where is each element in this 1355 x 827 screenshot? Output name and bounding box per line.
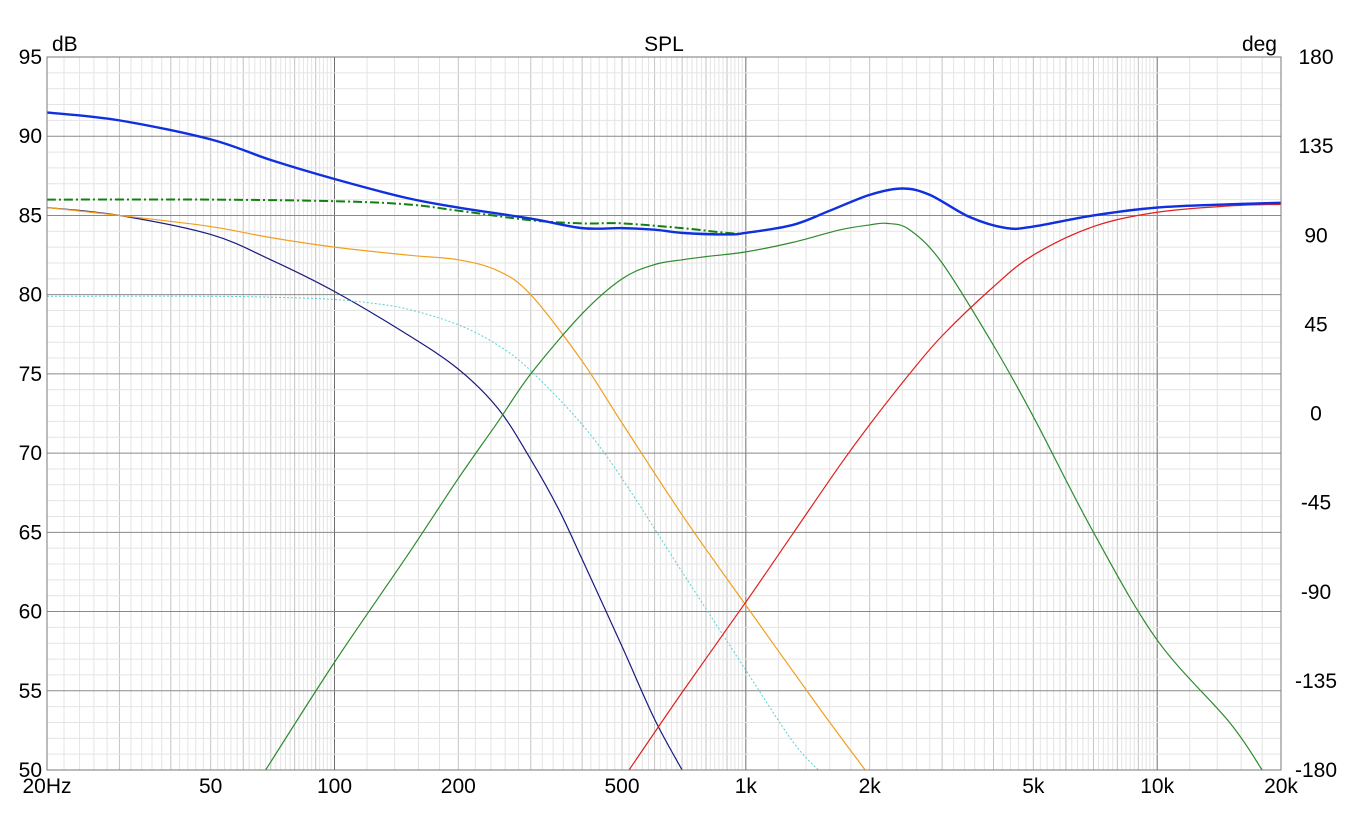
right-tick-label: -180 <box>1295 759 1337 782</box>
bottom-tick-label: 100 <box>317 775 352 798</box>
left-tick-label: 80 <box>19 284 42 307</box>
left-tick-label: 65 <box>19 521 42 544</box>
left-tick-label: 75 <box>19 363 42 386</box>
bottom-tick-label: 2k <box>859 775 882 798</box>
left-tick-label: 50 <box>19 759 42 782</box>
plot-frame <box>46 56 1282 771</box>
right-axis-ticks: -180 -135 -90 -45 0 45 90 135 180 <box>1295 46 1337 782</box>
left-tick-label: 95 <box>19 46 42 69</box>
series-line-1 <box>46 206 683 771</box>
right-tick-label: 0 <box>1310 403 1322 426</box>
left-tick-label: 55 <box>19 680 42 703</box>
right-tick-label: 45 <box>1304 313 1327 336</box>
right-tick-label: 180 <box>1298 46 1333 69</box>
left-axis-ticks: 50 55 60 65 70 75 80 85 90 95 <box>19 46 42 782</box>
bottom-axis-ticks: 20Hz 50 100 200 500 1k 2k 5k 10k 20k <box>22 775 1298 798</box>
series-layer <box>46 111 1282 771</box>
bottom-tick-label: 20k <box>1264 775 1298 798</box>
left-tick-label: 90 <box>19 125 42 148</box>
plot-background <box>47 57 1281 770</box>
bottom-tick-label: 10k <box>1140 775 1174 798</box>
right-tick-label: 90 <box>1304 224 1327 247</box>
right-axis-unit: deg <box>1242 33 1277 56</box>
series-line-4 <box>265 222 1263 771</box>
grid <box>47 57 1281 770</box>
right-tick-label: -135 <box>1295 670 1337 693</box>
series-line-2 <box>46 295 819 771</box>
bottom-tick-label: 1k <box>735 775 758 798</box>
left-tick-label: 60 <box>19 601 42 624</box>
series-line-3 <box>46 206 866 771</box>
series-line-7 <box>46 111 1282 236</box>
chart-title: SPL <box>644 33 684 56</box>
bottom-tick-label: 20Hz <box>22 775 71 798</box>
left-tick-label: 70 <box>19 442 42 465</box>
bottom-tick-label: 5k <box>1022 775 1045 798</box>
right-tick-label: -45 <box>1301 492 1331 515</box>
series-line-5 <box>628 203 1282 771</box>
left-axis-unit: dB <box>52 33 78 56</box>
right-tick-label: -90 <box>1301 581 1331 604</box>
bottom-tick-label: 200 <box>441 775 476 798</box>
left-tick-label: 85 <box>19 204 42 227</box>
right-tick-label: 135 <box>1298 135 1333 158</box>
bottom-tick-label: 500 <box>604 775 639 798</box>
bottom-tick-label: 50 <box>199 775 222 798</box>
